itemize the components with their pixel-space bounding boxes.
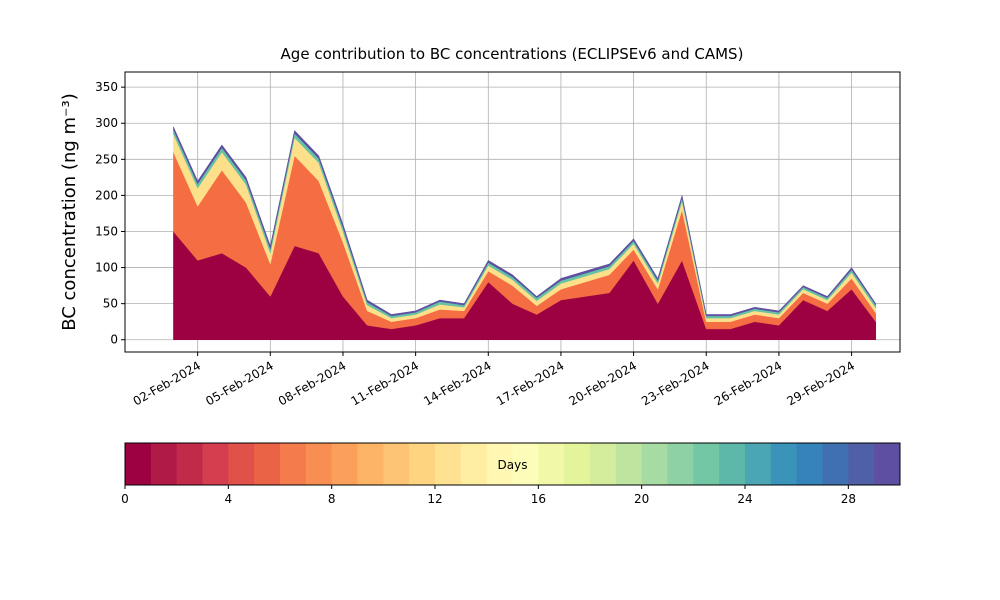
y-tick-label: 0 <box>110 333 118 347</box>
colorbar-bin <box>254 443 281 485</box>
colorbar-bin <box>305 443 333 485</box>
colorbar-bin <box>435 443 462 485</box>
y-tick-label: 200 <box>95 188 118 202</box>
colorbar-bin <box>125 443 152 485</box>
chart-title: Age contribution to BC concentrations (E… <box>281 45 744 63</box>
colorbar-bin <box>512 443 539 485</box>
x-tick-label: 20-Feb-2024 <box>567 358 640 408</box>
colorbar-bin <box>770 443 798 485</box>
x-tick-label: 05-Feb-2024 <box>203 358 276 408</box>
colorbar-bin <box>615 443 643 485</box>
x-tick-label: 23-Feb-2024 <box>639 358 712 408</box>
y-tick-label: 350 <box>95 80 118 94</box>
colorbar-bin <box>693 443 720 485</box>
colorbar-bin <box>176 443 203 485</box>
colorbar-bin <box>331 443 358 485</box>
x-tick-label: 29-Feb-2024 <box>784 358 857 408</box>
colorbar-tick-label: 28 <box>841 492 856 506</box>
x-tick-label: 17-Feb-2024 <box>494 358 567 408</box>
colorbar-frame <box>124 442 901 486</box>
x-tick-label: 11-Feb-2024 <box>349 358 422 408</box>
x-tick-label: 02-Feb-2024 <box>131 358 204 408</box>
colorbar-bin <box>848 443 875 485</box>
plot-frame <box>124 71 901 353</box>
colorbar-bin <box>667 443 694 485</box>
colorbar-bin <box>150 443 178 485</box>
colorbar-tick-label: 8 <box>328 492 336 506</box>
colorbar-bin <box>590 443 617 485</box>
x-tick-label: 14-Feb-2024 <box>421 358 494 408</box>
colorbar-bin <box>641 443 668 485</box>
colorbar-tick-label: 20 <box>634 492 649 506</box>
colorbar-bin <box>228 443 255 485</box>
y-tick-label: 150 <box>95 224 118 238</box>
area-layer <box>173 126 877 317</box>
y-tick-label: 300 <box>95 116 118 130</box>
colorbar-bin <box>460 443 488 485</box>
y-axis-label: BC concentration (ng m⁻³) <box>59 93 80 331</box>
x-tick-label: 26-Feb-2024 <box>712 358 785 408</box>
y-tick-label: 50 <box>103 297 118 311</box>
y-tick-label: 250 <box>95 152 118 166</box>
colorbar-bin <box>383 443 410 485</box>
colorbar-bin <box>538 443 565 485</box>
colorbar-bin <box>409 443 436 485</box>
colorbar-bin <box>719 443 746 485</box>
colorbar-bin <box>280 443 307 485</box>
colorbar-label: Days <box>498 458 528 472</box>
colorbar-bin <box>874 443 901 485</box>
colorbar-tick-label: 16 <box>531 492 546 506</box>
colorbar-bin <box>745 443 772 485</box>
colorbar-tick-label: 4 <box>225 492 233 506</box>
colorbar-bin <box>822 443 849 485</box>
colorbar-bin <box>486 443 513 485</box>
x-tick-label: 08-Feb-2024 <box>276 358 349 408</box>
colorbar-tick-label: 24 <box>737 492 752 506</box>
colorbar-bin <box>202 443 229 485</box>
colorbar-tick-label: 12 <box>427 492 442 506</box>
colorbar-bin <box>796 443 823 485</box>
colorbar-bin <box>357 443 384 485</box>
colorbar-tick-label: 0 <box>121 492 129 506</box>
colorbar-bin <box>564 443 591 485</box>
y-tick-label: 100 <box>95 261 118 275</box>
